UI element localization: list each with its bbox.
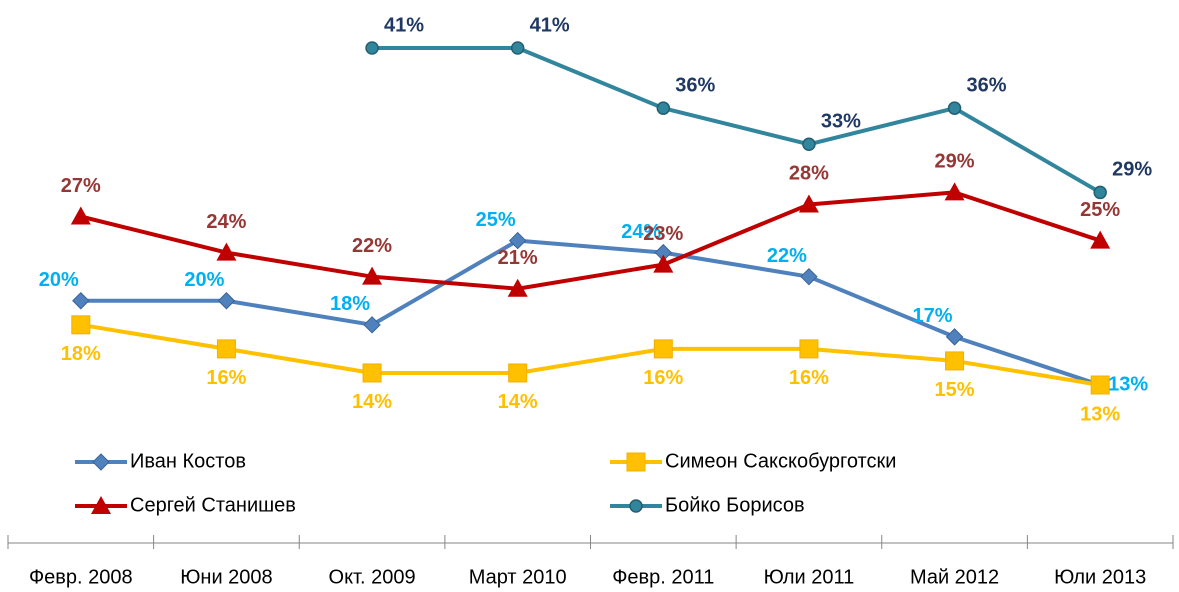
data-label: 36% — [675, 74, 715, 96]
data-label: 20% — [184, 269, 224, 291]
x-tick-label: Февр. 2011 — [612, 566, 714, 588]
marker — [947, 101, 962, 115]
data-label: 16% — [206, 367, 246, 389]
legend-item: Сергей Станишев — [75, 494, 296, 516]
marker — [72, 292, 90, 310]
line — [80, 238, 1101, 387]
data-label: 41% — [384, 14, 424, 36]
data-label: 36% — [967, 74, 1007, 96]
marker — [1093, 185, 1107, 200]
legend-item: Иван Костов — [75, 450, 246, 472]
data-label: 24% — [206, 211, 246, 233]
data-label: 29% — [935, 151, 975, 173]
marker — [510, 41, 525, 55]
x-tick-label: Юни 2008 — [180, 566, 272, 588]
marker — [629, 499, 643, 513]
x-tick-label: Окт. 2009 — [329, 566, 416, 588]
marker — [508, 231, 527, 250]
data-label: 16% — [643, 367, 683, 389]
marker — [363, 316, 381, 334]
legend-label: Иван Костов — [130, 450, 246, 472]
marker — [802, 137, 816, 152]
x-tick-label: Юли 2011 — [764, 566, 855, 588]
data-label: 27% — [61, 175, 101, 197]
x-tick-label: Юли 2013 — [1054, 566, 1146, 588]
marker — [217, 292, 236, 310]
marker — [800, 267, 818, 286]
data-label: 14% — [498, 391, 538, 413]
data-label: 20% — [39, 269, 79, 291]
legend-label: Симеон Сакскобурготски — [665, 450, 896, 472]
data-label: 16% — [789, 367, 829, 389]
line — [80, 190, 1101, 291]
marker — [1090, 375, 1110, 395]
data-label: 24% — [621, 221, 661, 243]
marker — [508, 363, 528, 383]
legend-item: Симеон Сакскобурготски — [610, 450, 896, 472]
marker — [71, 315, 91, 335]
data-label: 13% — [1080, 403, 1120, 425]
marker — [653, 254, 674, 273]
data-label: 41% — [530, 14, 570, 36]
marker — [1090, 230, 1111, 249]
marker — [216, 339, 236, 359]
data-label: 23% — [643, 223, 683, 245]
line — [80, 322, 1101, 387]
marker — [653, 339, 673, 359]
marker — [626, 452, 646, 472]
marker — [70, 206, 91, 225]
data-label: 15% — [935, 379, 975, 401]
x-tick-label: Май 2012 — [910, 566, 999, 588]
marker — [216, 242, 237, 261]
marker — [945, 351, 965, 371]
data-label: 28% — [789, 163, 829, 185]
data-label: 21% — [498, 247, 538, 269]
marker — [91, 496, 111, 514]
marker — [507, 278, 528, 297]
marker — [362, 363, 382, 383]
legend-label: Бойко Борисов — [665, 494, 805, 516]
marker — [798, 194, 819, 213]
marker — [365, 41, 379, 55]
data-label: 29% — [1112, 159, 1152, 181]
marker — [92, 453, 110, 471]
marker — [799, 339, 819, 359]
data-label: 14% — [352, 391, 392, 413]
data-label: 25% — [476, 209, 516, 231]
legend-label: Сергей Станишев — [130, 494, 296, 516]
data-label: 17% — [913, 305, 953, 327]
data-label: 22% — [767, 245, 807, 267]
data-label: 18% — [330, 293, 370, 315]
marker — [656, 101, 671, 115]
x-tick-label: Март 2010 — [469, 566, 567, 588]
marker — [945, 328, 964, 346]
line — [372, 46, 1102, 195]
x-tick-label: Февр. 2008 — [29, 566, 133, 588]
data-label: 33% — [821, 111, 861, 133]
marker — [362, 266, 383, 285]
marker — [944, 182, 965, 201]
legend-item: Бойко Борисов — [610, 494, 805, 516]
data-label: 13% — [1108, 373, 1148, 395]
data-label: 25% — [1080, 199, 1120, 221]
data-label: 22% — [352, 235, 392, 257]
data-label: 18% — [61, 343, 101, 365]
